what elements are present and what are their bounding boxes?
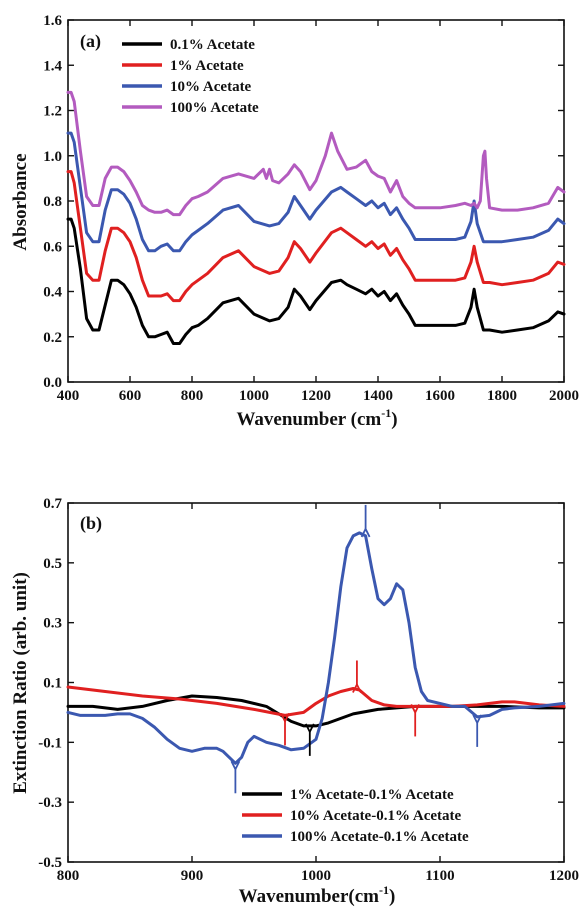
y-tick-label: 1.6 xyxy=(43,13,62,29)
y-tick-label: 0.8 xyxy=(43,194,62,210)
x-tick-label: 600 xyxy=(119,388,142,404)
y-tick-label: 0.3 xyxy=(43,616,62,632)
x-tick-label: 1600 xyxy=(425,388,455,404)
y-tick-label: 0.6 xyxy=(43,239,62,255)
panel-a: 400 600 800 1000 1200 1400 1600 1800 2000 0.0 0.2 0… xyxy=(10,13,579,430)
x-axis-label-a: Wavenumber (cm-1) xyxy=(236,406,397,430)
x-tick-label: 400 xyxy=(57,388,80,404)
x-tick-label: 1400 xyxy=(363,388,393,404)
x-tick-label: 1100 xyxy=(425,868,454,884)
x-tick-label: 1200 xyxy=(549,868,579,884)
y-tick-label: -0.5 xyxy=(38,855,62,871)
annotations-b xyxy=(230,504,483,794)
annotation-arrowhead-1 xyxy=(352,682,362,693)
y-tick-label: -0.1 xyxy=(38,735,62,751)
x-tick-label: 800 xyxy=(57,868,80,884)
legend-b: 1% Acetate-0.1% Acetate 10% Acetate-0.1% … xyxy=(242,787,469,845)
series-line-1 xyxy=(66,170,566,303)
x-tick-label: 800 xyxy=(181,388,204,404)
y-tick-label: 0.2 xyxy=(43,330,62,346)
legend-label-0: 0.1% Acetate xyxy=(170,37,255,53)
ticks-b: 800 900 1000 1100 1200 -0.5 -0.3 -0.1 0.1 0.3 0.5 0… xyxy=(38,496,579,884)
y-tick-label: 0.1 xyxy=(43,676,62,692)
annotation-arrowhead-3 xyxy=(304,723,315,734)
legend-a: 0.1% Acetate 1% Acetate 10% Acetate 100% Ac… xyxy=(122,37,259,116)
x-tick-label: 2000 xyxy=(549,388,579,404)
x-tick-label: 1800 xyxy=(487,388,517,404)
x-tick-label: 900 xyxy=(181,868,204,884)
x-tick-label: 1000 xyxy=(301,868,331,884)
panel-label-a: (a) xyxy=(80,31,101,52)
y-tick-label: 1.4 xyxy=(43,58,62,74)
y-axis-label-b: Extinction Ratio (arb. unit) xyxy=(10,572,31,794)
x-tick-label: 1000 xyxy=(239,388,269,404)
annotation-arrowhead-0 xyxy=(360,526,371,538)
ticks-a: 400 600 800 1000 1200 1400 1600 1800 2000 0.0 0.2 0… xyxy=(43,13,579,404)
x-axis-label-b: Wavenumber(cm-1) xyxy=(239,883,396,907)
y-tick-label: 1.2 xyxy=(43,104,62,120)
series-line-0 xyxy=(66,694,566,728)
legend-label-3: 100% Acetate xyxy=(170,100,259,116)
panel-label-b: (b) xyxy=(80,513,102,534)
y-tick-label: 0.5 xyxy=(43,556,62,572)
annotation-arrowhead-4 xyxy=(230,760,241,772)
series-line-1 xyxy=(66,685,566,717)
series-line-0 xyxy=(66,217,566,345)
series-line-2 xyxy=(66,531,566,765)
legend-label-1: 1% Acetate xyxy=(170,58,244,74)
y-tick-label: 0.0 xyxy=(43,375,62,391)
legend-label-2: 100% Acetate-0.1% Acetate xyxy=(290,829,469,845)
panel-b: 800 900 1000 1100 1200 -0.5 -0.3 -0.1 0.1 0.3 0.5 0… xyxy=(10,496,579,907)
legend-label-2: 10% Acetate xyxy=(170,79,252,95)
y-tick-label: 1.0 xyxy=(43,149,62,165)
annotation-arrowhead-6 xyxy=(472,714,483,725)
legend-label-0: 1% Acetate-0.1% Acetate xyxy=(290,787,454,803)
annotation-arrowhead-5 xyxy=(410,704,421,715)
y-tick-label: 0.7 xyxy=(43,496,62,512)
series-line-3 xyxy=(66,90,566,217)
x-tick-label: 1200 xyxy=(301,388,331,404)
y-axis-label-a: Absorbance xyxy=(10,153,31,250)
series-group-b xyxy=(66,531,566,765)
series-line-2 xyxy=(66,131,566,253)
series-group-a xyxy=(66,90,566,345)
y-tick-label: 0.4 xyxy=(43,285,62,301)
y-tick-label: -0.3 xyxy=(38,795,62,811)
legend-label-1: 10% Acetate-0.1% Acetate xyxy=(290,808,462,824)
annotation-arrowhead-2 xyxy=(280,713,290,724)
